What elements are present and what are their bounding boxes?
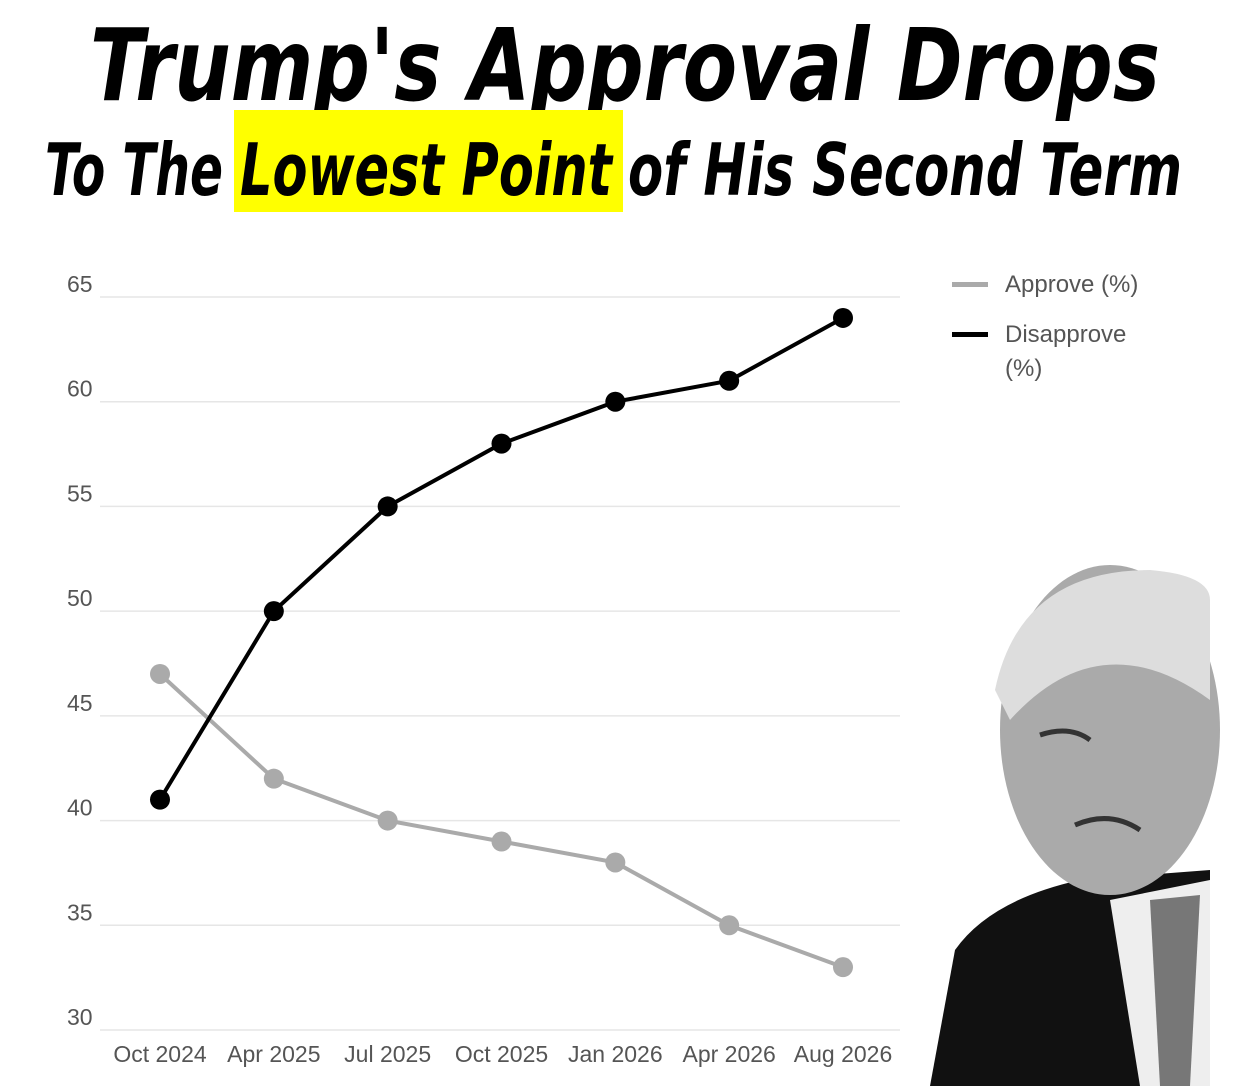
legend-swatch bbox=[952, 282, 988, 287]
point bbox=[377, 810, 398, 831]
point bbox=[605, 852, 626, 873]
legend-label: Approve (%) bbox=[1005, 271, 1139, 298]
x-tick-label: Oct 2025 bbox=[455, 1041, 548, 1067]
y-tick-label: 40 bbox=[67, 795, 93, 821]
y-tick-label: 35 bbox=[67, 899, 93, 925]
point bbox=[833, 307, 853, 328]
point bbox=[263, 601, 284, 622]
chart-title: Trump's Approval Drops bbox=[90, 7, 1160, 124]
y-tick-label: 60 bbox=[67, 376, 93, 402]
point bbox=[605, 391, 626, 412]
legend-label: Disapprove (%) bbox=[1005, 321, 1127, 382]
series-line bbox=[158, 316, 844, 801]
point bbox=[150, 789, 170, 810]
point bbox=[491, 433, 512, 454]
x-tick-label: Aug 2026 bbox=[794, 1041, 892, 1067]
legend-item: Disapprove (%) bbox=[952, 318, 1152, 386]
legend-swatch bbox=[952, 332, 988, 337]
y-tick-label: 30 bbox=[67, 1004, 93, 1030]
point bbox=[263, 768, 284, 789]
x-tick-label: Jan 2026 bbox=[568, 1041, 663, 1067]
y-tick-label: 45 bbox=[67, 690, 93, 716]
y-tick-label: 65 bbox=[67, 271, 93, 297]
point bbox=[833, 957, 853, 978]
portrait bbox=[930, 565, 1220, 1086]
highlight-box bbox=[234, 110, 623, 212]
legend-item: Approve (%) bbox=[952, 268, 1152, 302]
x-tick-label: Apr 2025 bbox=[227, 1041, 320, 1067]
subtitle: of His Second Term bbox=[628, 128, 1182, 212]
subtitle-highlight: Lowest Point bbox=[240, 128, 614, 212]
x-tick-label: Oct 2024 bbox=[113, 1041, 207, 1067]
point bbox=[719, 370, 740, 391]
legend: Approve (%) Disapprove (%) bbox=[952, 268, 1152, 402]
y-tick-label: 55 bbox=[67, 480, 93, 506]
x-tick-label: Apr 2026 bbox=[682, 1041, 775, 1067]
point bbox=[377, 496, 398, 517]
point bbox=[491, 831, 512, 852]
y-tick-label: 50 bbox=[67, 585, 93, 611]
x-tick-label: Jul 2025 bbox=[344, 1041, 431, 1067]
point bbox=[150, 663, 170, 684]
point bbox=[719, 915, 740, 936]
subtitle: To The bbox=[45, 128, 223, 212]
